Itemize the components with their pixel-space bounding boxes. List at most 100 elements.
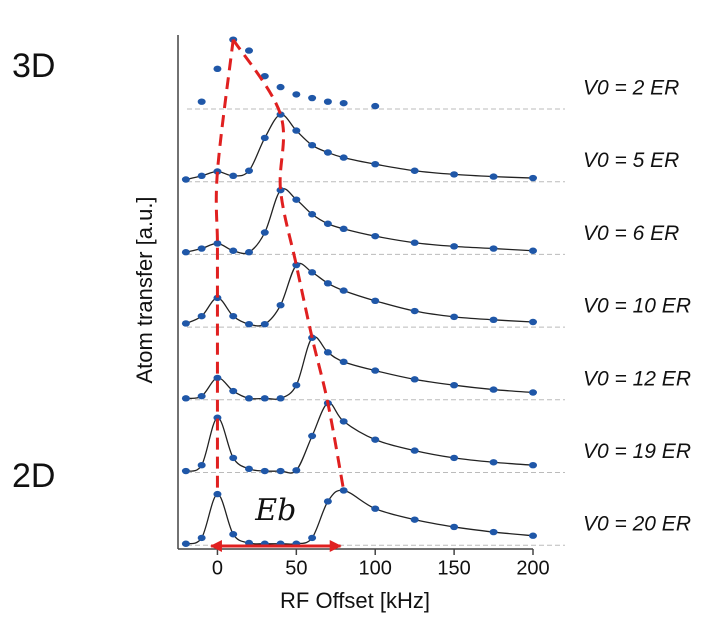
regime-label: 3D [12,47,55,85]
x-axis-label: RF Offset [kHz] [280,588,430,613]
data-point [260,72,269,80]
series-label: V0 = 20 ER [583,513,691,536]
data-point [260,467,269,475]
data-point [213,240,222,247]
data-point [323,349,332,356]
data-point [489,245,498,252]
data-point [323,280,332,287]
data-point [292,91,301,98]
x-tick-label: 200 [516,557,549,579]
data-point [229,312,238,320]
regime-label: 2D [12,457,55,495]
data-point [213,414,222,421]
series-label: V0 = 10 ER [583,295,691,318]
data-point [197,392,206,400]
data-point [292,127,301,134]
data-point [410,167,419,174]
data-point [323,220,332,227]
data-point [229,454,238,462]
data-point [489,316,498,323]
data-point [410,447,419,454]
data-point [229,247,238,254]
data-point [529,318,537,326]
data-point [371,505,380,512]
data-point [371,297,380,305]
fit-line [185,113,534,181]
data-point [181,320,190,327]
data-point [245,47,253,54]
data-point [276,186,285,194]
data-point [489,386,498,393]
data-point [410,239,419,246]
data-point [260,395,269,402]
data-point [276,395,285,402]
data-point [245,249,253,256]
data-point [371,367,380,374]
data-point [292,261,301,269]
data-point [339,487,348,494]
data-point [292,467,301,474]
data-point [260,320,269,328]
x-tick-label: 0 [212,557,223,579]
data-point [450,454,459,462]
data-point [339,154,348,161]
data-point [323,498,332,505]
data-point [308,534,317,542]
data-point [260,134,269,142]
data-point [489,528,498,536]
data-point [371,160,380,168]
data-point [213,490,222,498]
data-point [213,168,222,175]
data-point [308,211,317,218]
data-point [229,172,238,180]
data-point [181,176,190,183]
x-tick-label: 100 [359,557,392,579]
data-point [529,532,537,539]
data-point [450,382,459,389]
data-point [229,531,238,538]
eb-label: Eb [254,493,296,528]
data-point [339,225,348,233]
data-point [308,432,317,440]
data-point [245,465,253,473]
data-point [245,395,253,402]
data-point [197,172,206,180]
fit-line [185,402,534,474]
data-point [450,523,459,531]
data-point [529,389,537,396]
data-point [229,387,238,395]
data-point [323,98,332,105]
data-point [276,467,285,475]
data-point [410,516,419,523]
data-point [339,358,348,366]
data-point [276,83,285,91]
data-point [181,467,190,475]
y-axis-label: Atom transfer [a.u.] [132,196,157,383]
data-point [213,294,222,302]
data-point [197,534,206,542]
fit-line [185,489,534,545]
data-point [529,462,537,469]
data-point [450,243,459,250]
data-point [371,436,380,443]
x-tick-label: 150 [437,557,470,579]
data-point [276,302,285,309]
data-point [410,307,419,315]
data-point [245,167,253,174]
data-point [450,313,459,321]
data-point [339,287,348,294]
data-point [529,174,537,182]
fit-line [185,188,534,255]
data-point [410,376,419,383]
data-point [181,540,190,547]
data-point [489,173,498,180]
peak-guide [231,38,346,491]
data-point [213,65,222,73]
series-label: V0 = 5 ER [583,149,679,172]
data-point [197,312,206,320]
data-point [450,171,459,178]
data-point [529,247,537,254]
data-point [323,149,332,156]
data-point [292,196,301,203]
